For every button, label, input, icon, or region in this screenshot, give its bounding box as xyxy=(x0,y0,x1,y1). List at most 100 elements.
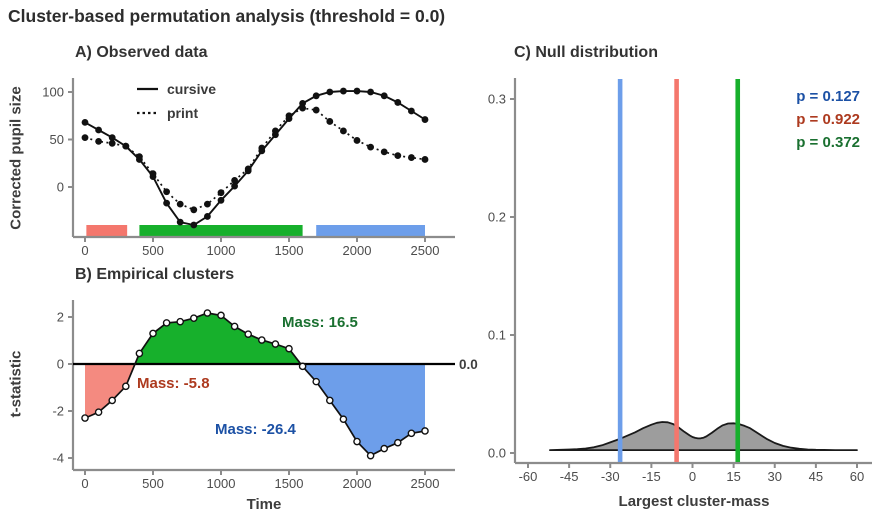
panel-c-y-tick-label: 0.0 xyxy=(488,446,506,461)
panel-c-x-axis-label: Largest cluster-mass xyxy=(618,493,770,510)
t-statistic-point xyxy=(230,322,239,331)
t-statistic-point xyxy=(407,429,416,438)
series-point-cursive xyxy=(190,221,198,229)
t-statistic-point xyxy=(244,330,252,338)
panel-b-y-tick-label: -2 xyxy=(52,404,64,419)
t-statistic-point xyxy=(94,408,103,416)
panel-b-x-tick-label: 1000 xyxy=(207,476,236,491)
t-statistic-point xyxy=(149,329,157,338)
panel-c-x-tick-label: -30 xyxy=(601,469,620,484)
series-line-cursive xyxy=(84,90,426,227)
t-statistic-point xyxy=(339,415,348,424)
panel-b-y-tick-label: -4 xyxy=(52,451,64,466)
panel-a-y-tick-label: 50 xyxy=(50,132,64,147)
series-point-print xyxy=(244,165,252,173)
t-statistic-point xyxy=(380,444,389,453)
series-point-print xyxy=(163,188,171,196)
t-statistic-point xyxy=(421,427,429,435)
series-point-cursive xyxy=(380,92,388,100)
series-point-print xyxy=(408,154,415,161)
t-statistic-point xyxy=(122,382,130,391)
null-distribution-density xyxy=(549,421,858,451)
panel-c-x-tick-label: 45 xyxy=(809,469,823,484)
series-point-cursive xyxy=(217,196,225,204)
cluster-fill-green xyxy=(135,313,301,364)
panel-a-x-tick-label: 1500 xyxy=(275,243,304,258)
legend-label-cursive: cursive xyxy=(167,81,217,97)
t-statistic-point xyxy=(366,451,375,460)
panel-a-x-tick-label: 500 xyxy=(142,243,164,258)
series-point-print xyxy=(95,138,102,145)
t-statistic-point xyxy=(217,311,225,320)
cluster-bar-green xyxy=(139,225,303,236)
series-point-print xyxy=(149,170,157,178)
series-point-print xyxy=(81,134,89,142)
series-point-cursive xyxy=(340,87,347,95)
panel-a-y-tick-label: 0 xyxy=(57,180,64,195)
panel-b-x-tick-label: 1500 xyxy=(275,476,304,491)
t-statistic-point xyxy=(189,314,198,322)
panel-c-x-tick-label: 0 xyxy=(689,469,696,484)
panel-b-x-tick-label: 2500 xyxy=(411,476,440,491)
series-point-print xyxy=(394,152,402,160)
series-point-cursive xyxy=(326,88,334,96)
panel-a-title: A) Observed data xyxy=(75,44,208,61)
panel-c-x-tick-label: -60 xyxy=(519,469,538,484)
series-point-print xyxy=(122,142,130,150)
series-point-print xyxy=(312,106,320,114)
t-statistic-point xyxy=(298,362,307,371)
panel-c-y-tick-label: 0.2 xyxy=(488,210,506,225)
t-statistic-point xyxy=(162,319,171,327)
series-point-print xyxy=(285,112,293,120)
panel-b-title: B) Empirical clusters xyxy=(75,266,235,283)
panel-c-title: C) Null distribution xyxy=(514,44,658,61)
series-point-print xyxy=(353,137,361,144)
series-point-print xyxy=(421,156,429,163)
series-point-print xyxy=(108,139,116,147)
cluster-bar-red xyxy=(86,225,128,236)
series-point-cursive xyxy=(299,100,306,107)
series-point-print xyxy=(258,144,266,152)
panel-b-y-tick-label: 0 xyxy=(57,357,64,372)
mass-label-red-cluster: Mass: -5.8 xyxy=(137,375,210,392)
panel-b-y-tick-label: 2 xyxy=(57,310,64,325)
series-point-cursive xyxy=(95,126,102,134)
t-statistic-point xyxy=(312,377,321,386)
panel-a-x-tick-label: 2000 xyxy=(343,243,372,258)
series-point-print xyxy=(340,127,347,135)
series-point-print xyxy=(176,200,184,208)
series-point-cursive xyxy=(367,88,374,96)
series-point-print xyxy=(231,176,239,184)
panel-a-x-tick-label: 2500 xyxy=(411,243,440,258)
figure-title: Cluster-based permutation analysis (thre… xyxy=(8,6,446,26)
series-point-print xyxy=(272,127,279,135)
panel-b-x-tick-label: 500 xyxy=(142,476,164,491)
p-value-red: p = 0.922 xyxy=(796,111,860,128)
series-point-print xyxy=(326,118,334,125)
panel-a-x-tick-label: 1000 xyxy=(207,243,236,258)
series-point-cursive xyxy=(408,107,415,115)
cluster-fill-blue xyxy=(300,364,425,456)
panel-c-x-tick-label: 15 xyxy=(726,469,740,484)
series-point-print xyxy=(380,148,388,156)
series-point-cursive xyxy=(421,116,429,123)
threshold-value-label: 0.0 xyxy=(459,357,478,372)
t-statistic-point xyxy=(81,414,89,422)
series-point-cursive xyxy=(312,92,320,100)
panel-c-y-tick-label: 0.3 xyxy=(488,92,506,107)
t-statistic-point xyxy=(176,317,184,326)
mass-label-blue-cluster: Mass: -26.4 xyxy=(215,421,296,438)
p-value-blue: p = 0.127 xyxy=(796,88,860,105)
panel-c-x-tick-label: 30 xyxy=(768,469,782,484)
series-point-print xyxy=(367,143,374,151)
t-statistic-point xyxy=(393,438,402,447)
series-point-cursive xyxy=(176,218,184,226)
series-point-cursive xyxy=(204,213,211,220)
panel-c-y-tick-label: 0.1 xyxy=(488,328,506,343)
cluster-bar-blue xyxy=(316,225,425,236)
panel-c-x-tick-label: -15 xyxy=(642,469,661,484)
series-point-cursive xyxy=(394,99,402,106)
panel-c-x-tick-label: -45 xyxy=(560,469,579,484)
